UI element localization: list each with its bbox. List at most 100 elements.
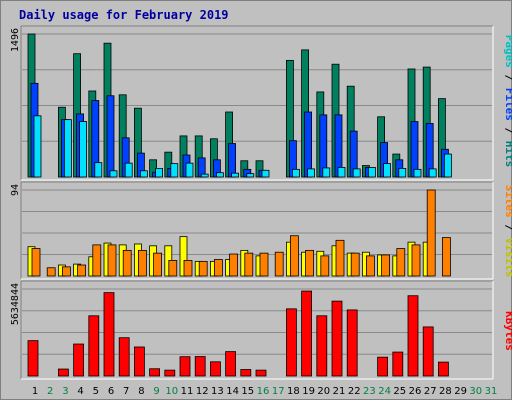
bar-files-day-14 xyxy=(228,143,237,178)
bar-sites-day-13 xyxy=(213,259,223,277)
legend-entry: Visits xyxy=(503,238,512,278)
bar-kbytes-day-16 xyxy=(255,369,267,377)
bar-kbytes-day-22 xyxy=(346,309,358,377)
bar-kbytes-day-28 xyxy=(437,361,449,377)
bar-sites-day-9 xyxy=(153,252,163,277)
bar-sites-day-14 xyxy=(229,253,239,277)
bar-kbytes-day-10 xyxy=(164,369,176,377)
bar-sites-day-26 xyxy=(411,244,421,277)
x-tick-label: 28 xyxy=(439,386,452,397)
legend-entry: Pages xyxy=(503,35,512,68)
bar-sites-day-7 xyxy=(122,249,132,277)
bar-pages-day-6 xyxy=(109,170,118,178)
x-tick-label: 4 xyxy=(77,386,83,397)
panel-visits-sites: 94 xyxy=(10,181,494,280)
x-tick-label: 23 xyxy=(363,386,376,397)
bar-sites-day-22 xyxy=(350,252,360,277)
bar-kbytes-day-6 xyxy=(103,292,115,377)
panel-hits-files-pages: 1496 xyxy=(10,25,494,181)
x-tick-label: 12 xyxy=(196,386,209,397)
x-tick-label: 30 xyxy=(469,386,482,397)
legend-entry: Files xyxy=(503,88,512,121)
bar-pages-day-1 xyxy=(33,115,42,178)
bar-pages-day-21 xyxy=(337,167,346,178)
x-tick-label: 2 xyxy=(47,386,53,397)
bar-kbytes-day-15 xyxy=(240,369,252,377)
bar-sites-day-4 xyxy=(77,264,86,277)
bar-sites-day-18 xyxy=(289,235,299,277)
bar-sites-day-10 xyxy=(168,260,178,277)
bar-kbytes-day-5 xyxy=(88,315,100,377)
chart-title: Daily usage for February 2019 xyxy=(19,8,229,22)
bar-pages-day-18 xyxy=(291,168,300,178)
x-tick-label: 3 xyxy=(62,386,68,397)
bar-pages-day-19 xyxy=(307,168,316,178)
bar-pages-day-16 xyxy=(261,169,270,178)
x-tick-label: 13 xyxy=(211,386,224,397)
x-tick-label: 6 xyxy=(108,386,114,397)
bar-kbytes-day-27 xyxy=(422,326,434,377)
x-tick-label: 29 xyxy=(454,386,467,397)
bar-pages-day-27 xyxy=(428,168,437,178)
legend-entry: Hits xyxy=(503,141,512,168)
bar-sites-day-28 xyxy=(441,237,451,277)
legend-pages-files-hits: Pages / Files / Hits xyxy=(503,35,512,168)
bar-kbytes-day-25 xyxy=(392,351,404,377)
bar-kbytes-day-7 xyxy=(118,337,130,377)
x-tick-label: 11 xyxy=(181,386,194,397)
bar-kbytes-day-9 xyxy=(149,368,161,377)
bar-kbytes-day-13 xyxy=(209,361,221,377)
bar-pages-day-8 xyxy=(139,170,148,178)
bar-pages-day-3 xyxy=(64,119,72,178)
bar-sites-day-17 xyxy=(274,251,284,277)
bar-sites-day-5 xyxy=(92,244,102,277)
x-tick-label: 27 xyxy=(424,386,437,397)
bar-pages-day-11 xyxy=(185,162,194,178)
bar-sites-day-8 xyxy=(137,249,147,277)
bar-pages-day-23 xyxy=(367,167,376,178)
bar-kbytes-day-20 xyxy=(316,315,328,377)
bar-kbytes-day-24 xyxy=(377,356,389,377)
bar-sites-day-16 xyxy=(259,252,269,277)
bar-files-day-26 xyxy=(410,121,419,178)
bar-pages-day-26 xyxy=(413,168,422,178)
bar-pages-day-20 xyxy=(322,167,331,178)
y-max-label: 94 xyxy=(10,184,21,196)
bar-pages-day-15 xyxy=(246,173,255,178)
x-tick-label: 15 xyxy=(241,386,254,397)
bar-pages-day-22 xyxy=(352,168,361,178)
x-tick-label: 24 xyxy=(378,386,391,397)
bar-pages-day-28 xyxy=(443,153,452,178)
bar-kbytes-day-18 xyxy=(285,308,297,377)
legend-entry: Sites xyxy=(503,185,512,218)
bar-sites-day-21 xyxy=(335,239,345,277)
x-tick-label: 1 xyxy=(32,386,38,397)
bar-kbytes-day-3 xyxy=(58,368,69,377)
x-tick-label: 25 xyxy=(393,386,406,397)
legend-entry: / xyxy=(503,218,512,238)
bar-kbytes-day-12 xyxy=(194,356,206,377)
x-tick-label: 8 xyxy=(138,386,144,397)
bar-sites-day-25 xyxy=(396,248,406,277)
panel-kbytes: 5634844 xyxy=(10,280,494,380)
bar-sites-day-6 xyxy=(107,244,117,277)
bar-pages-day-10 xyxy=(170,163,179,178)
y-max-label: 1496 xyxy=(10,28,21,52)
bar-sites-day-2 xyxy=(46,267,56,277)
x-tick-label: 26 xyxy=(409,386,422,397)
x-tick-label: 31 xyxy=(485,386,498,397)
bar-sites-day-3 xyxy=(62,266,71,277)
bar-sites-day-27 xyxy=(426,189,436,277)
x-tick-label: 10 xyxy=(165,386,178,397)
bar-sites-day-24 xyxy=(381,254,391,277)
bar-kbytes-day-11 xyxy=(179,356,191,377)
x-tick-label: 22 xyxy=(348,386,361,397)
x-tick-label: 5 xyxy=(93,386,99,397)
bar-pages-day-9 xyxy=(155,167,164,178)
bar-pages-day-7 xyxy=(124,162,133,178)
bar-pages-day-25 xyxy=(398,167,407,178)
bar-kbytes-day-14 xyxy=(225,351,237,377)
bar-kbytes-day-4 xyxy=(73,343,84,377)
bar-pages-day-5 xyxy=(94,162,103,178)
